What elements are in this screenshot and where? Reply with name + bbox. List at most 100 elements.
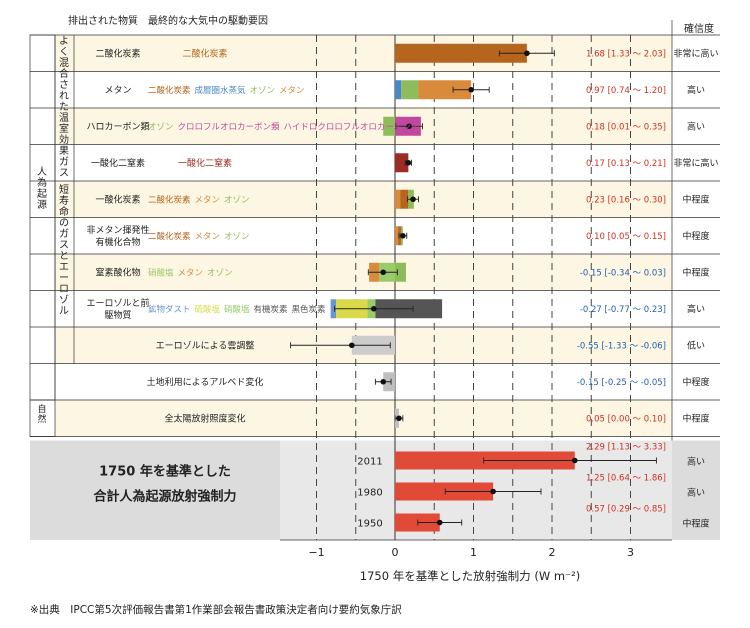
year-label: 2011 xyxy=(357,457,382,468)
value-label: 2.29 [1.13 〜 3.33] xyxy=(586,443,666,453)
row-background xyxy=(55,144,672,181)
value-label: 0.05 [0.00 〜 0.10] xyxy=(586,414,666,424)
x-axis-title: 1750 年を基準とした放射強制力 (W m⁻²) xyxy=(360,569,580,583)
confidence-label: 中程度 xyxy=(682,193,709,205)
driver-label: 成層圏水蒸気 xyxy=(195,85,247,96)
group-label-natural: 自 xyxy=(37,403,46,415)
driver-label: 硝酸塩 xyxy=(224,304,250,315)
group-label-wmghg: く xyxy=(59,47,69,58)
group-label-shortlived: エ xyxy=(59,262,69,273)
total-title: 1750 年を基準とした xyxy=(99,464,231,480)
row-background xyxy=(55,108,672,145)
x-tick-label: 2 xyxy=(549,546,556,559)
driver-label: ハイドロクロロフルオロカーボン類 xyxy=(284,121,420,132)
best-estimate-dot xyxy=(490,488,496,495)
confidence-label: 高い xyxy=(687,84,705,96)
bar-segment xyxy=(400,189,409,209)
driver-label: メタン xyxy=(195,232,221,242)
group-label-wmghg: 果 xyxy=(59,145,69,157)
header-driver: 最終的な大気中の駆動要因 xyxy=(148,16,268,27)
driver-label: エーロゾルによる雲調整 xyxy=(156,339,255,351)
confidence-label: 中程度 xyxy=(682,230,709,242)
substance-label: 駆物質 xyxy=(104,309,131,321)
driver-label: 一酸化二窒素 xyxy=(178,157,232,169)
substance-label: 非メタン揮発性 xyxy=(86,224,149,236)
group-label-shortlived: と xyxy=(59,250,69,262)
bar-segment xyxy=(395,226,399,246)
best-estimate-dot xyxy=(380,269,387,276)
confidence-label: 中程度 xyxy=(682,518,709,530)
value-label: 0.18 [0.01 〜 0.35] xyxy=(586,122,666,132)
best-estimate-dot xyxy=(380,378,387,385)
confidence-label: 低い xyxy=(687,339,705,351)
value-label: 0.57 [0.29 〜 0.85] xyxy=(586,505,666,515)
bar-segment xyxy=(395,43,527,63)
group-label-shortlived: ー xyxy=(59,273,69,284)
group-label-wmghg: れ xyxy=(59,90,69,102)
driver-label: 硝酸塩 xyxy=(148,267,174,278)
group-label-wmghg: 混 xyxy=(59,57,69,69)
group-label-shortlived: ル xyxy=(59,306,69,317)
group-box-natural xyxy=(29,399,56,437)
driver-label: 二酸化炭素 xyxy=(148,231,191,242)
driver-label: 黒色炭素 xyxy=(292,304,327,315)
driver-label: 二酸化炭素 xyxy=(182,47,227,59)
substance-label: 一酸化二窒素 xyxy=(91,157,145,169)
group-label-shortlived: の xyxy=(59,218,69,229)
group-label-wmghg: 効 xyxy=(59,133,69,146)
best-estimate-dot xyxy=(396,415,402,422)
year-label: 1980 xyxy=(357,488,382,499)
value-label: 0.97 [0.74 〜 1.20] xyxy=(586,86,666,96)
bar-segment xyxy=(418,80,472,100)
driver-label: 有機炭素 xyxy=(254,304,289,315)
substance-label: ハロカーボン類 xyxy=(86,121,149,132)
group-label-wmghg: 合 xyxy=(59,67,69,80)
group-label-wmghg: 室 xyxy=(59,122,69,135)
header-substance: 排出された物質 xyxy=(68,16,138,27)
value-label: -0.55 [-1.33 〜 -0.06] xyxy=(577,341,666,351)
bar-segment xyxy=(395,299,443,319)
substance-label: 一酸化炭素 xyxy=(95,193,140,205)
driver-label: 全太陽放射照度変化 xyxy=(164,412,245,424)
driver-label: オゾン xyxy=(224,195,250,205)
group-label-shortlived: 短 xyxy=(59,183,69,196)
bar-segment xyxy=(401,80,419,100)
substance-label: 窒素酸化物 xyxy=(95,266,140,278)
confidence-label: 高い xyxy=(687,303,705,315)
year-label: 1950 xyxy=(357,519,382,530)
group-label-shortlived: ガ xyxy=(59,228,69,240)
driver-label: 硫酸塩 xyxy=(195,304,221,315)
driver-label: メタン xyxy=(178,268,204,278)
group-label-shortlived: ロ xyxy=(59,284,69,295)
confidence-label: 高い xyxy=(687,487,705,499)
row-background xyxy=(55,35,672,72)
footnote: ※出典 IPCC第5次評価報告書第1作業部会報告書政策決定者向け要約気象庁訳 xyxy=(30,604,402,616)
total-bar xyxy=(395,482,494,501)
best-estimate-dot xyxy=(410,196,416,203)
row-background xyxy=(55,363,672,400)
group-label-wmghg: た xyxy=(59,101,69,113)
value-label: -0.15 [-0.25 〜 -0.05] xyxy=(577,378,666,388)
bar-segment xyxy=(395,189,401,209)
header-confidence: 確信度 xyxy=(684,24,714,35)
group-label-shortlived: 寿 xyxy=(59,194,69,207)
confidence-label: 中程度 xyxy=(682,266,709,278)
value-label: 0.17 [0.13 〜 0.21] xyxy=(586,159,666,169)
x-tick-label: −1 xyxy=(308,546,324,559)
best-estimate-dot xyxy=(400,232,406,239)
best-estimate-dot xyxy=(524,50,530,57)
group-label-wmghg: ス xyxy=(59,168,69,179)
row-background xyxy=(55,400,672,437)
best-estimate-dot xyxy=(371,305,377,312)
best-estimate-dot xyxy=(405,159,412,166)
driver-label: オゾン xyxy=(207,268,233,278)
group-label-anthropogenic: 起 xyxy=(37,188,47,200)
substance-label: エーロゾルと前 xyxy=(86,297,149,309)
bar-segment xyxy=(383,116,395,136)
group-label-shortlived: ス xyxy=(59,240,69,251)
substance-label: 二酸化炭素 xyxy=(95,47,140,59)
bar-segment xyxy=(395,80,402,100)
best-estimate-dot xyxy=(349,342,355,349)
value-label: -0.27 [-0.77 〜 0.23] xyxy=(580,305,666,315)
